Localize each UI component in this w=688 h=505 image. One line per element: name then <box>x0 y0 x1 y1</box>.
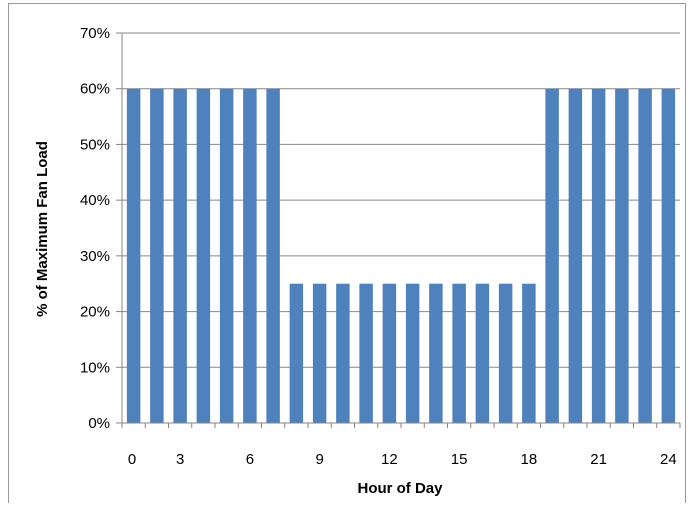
bar <box>429 283 443 423</box>
bar <box>219 88 234 423</box>
bar <box>452 283 466 423</box>
bar <box>266 88 280 423</box>
bars <box>126 88 676 423</box>
x-tick-label: 3 <box>176 451 184 468</box>
bar <box>126 88 141 423</box>
bar <box>591 88 606 423</box>
y-tick-label: 10% <box>80 359 110 376</box>
y-tick-label: 60% <box>80 81 110 98</box>
x-tick-label: 0 <box>128 451 136 468</box>
bar <box>568 88 583 423</box>
x-tick-label: 18 <box>521 451 538 468</box>
x-tick-label: 24 <box>660 451 677 468</box>
x-axis-title: Hour of Day <box>357 480 443 497</box>
x-tick-label: 6 <box>246 451 254 468</box>
y-tick-label: 70% <box>80 25 110 42</box>
y-tick-label: 50% <box>80 136 110 153</box>
bar <box>336 283 350 423</box>
y-tick-label: 0% <box>88 415 110 432</box>
x-tick-label: 12 <box>381 451 398 468</box>
gridlines <box>116 32 681 428</box>
x-tick-label: 21 <box>590 451 607 468</box>
x-tick-label: 9 <box>315 451 323 468</box>
bar <box>173 88 187 423</box>
bar <box>359 283 373 423</box>
bar <box>150 88 164 423</box>
bar <box>289 283 304 423</box>
bar <box>382 283 397 423</box>
bar <box>661 88 676 423</box>
y-tick-label: 40% <box>80 192 110 209</box>
bar <box>312 283 327 423</box>
bar <box>243 88 257 423</box>
axes <box>121 33 680 424</box>
y-tick-labels: 0% 10% 20% 30% 40% 50% 60% 70% <box>80 25 110 432</box>
bar <box>475 283 490 423</box>
bar <box>498 283 513 423</box>
bar <box>545 88 559 423</box>
bar <box>638 88 652 423</box>
bar <box>522 283 536 423</box>
bar <box>615 88 629 423</box>
y-axis-title: % of Maximum Fan Load <box>34 141 51 317</box>
bar <box>196 88 211 423</box>
y-tick-label: 20% <box>80 304 110 321</box>
x-tick-labels: 0 3 6 9 12 15 18 21 24 <box>128 451 677 468</box>
x-tick-label: 15 <box>451 451 468 468</box>
bar <box>405 283 420 423</box>
y-tick-label: 30% <box>80 248 110 265</box>
